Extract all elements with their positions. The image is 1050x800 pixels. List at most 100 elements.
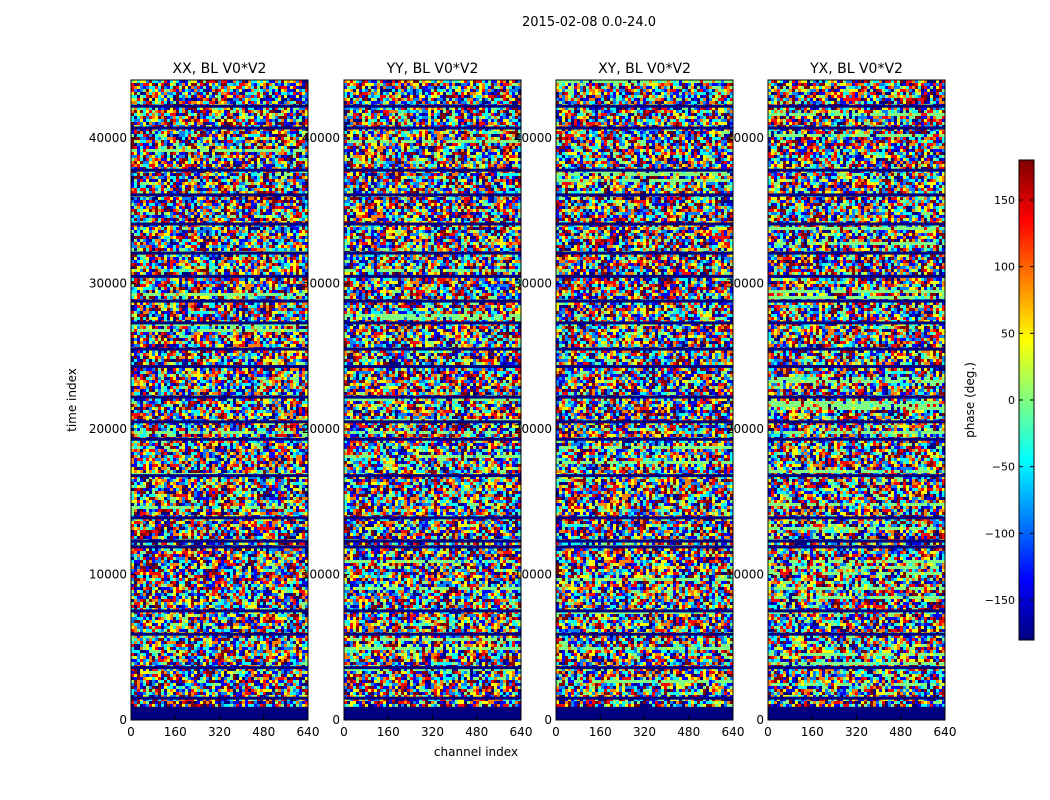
flagged-row	[768, 347, 945, 351]
flagged-row	[344, 539, 521, 543]
x-tick-label: 160	[164, 725, 187, 739]
flagged-row	[131, 168, 308, 172]
flagged-row	[768, 193, 945, 197]
y-tick-label: 10000	[89, 568, 127, 582]
flagged-row	[768, 274, 945, 278]
colorbar-tick-label: −100	[985, 527, 1015, 540]
flagged-row	[131, 251, 308, 255]
flagged-row	[131, 666, 308, 670]
flagged-row	[768, 420, 945, 424]
flagged-row	[768, 251, 945, 255]
flagged-row	[556, 632, 733, 636]
flagged-row	[344, 222, 521, 226]
flagged-row	[556, 321, 733, 325]
flagged-row	[344, 299, 521, 303]
flagged-row	[556, 365, 733, 369]
y-tick-label: 40000	[514, 131, 552, 145]
flagged-row	[768, 126, 945, 130]
flagged-row	[344, 193, 521, 197]
flagged-row	[344, 632, 521, 636]
flagged-row	[131, 545, 308, 549]
x-tick-label: 480	[252, 725, 275, 739]
y-tick-label: 10000	[726, 568, 764, 582]
flagged-row	[131, 632, 308, 636]
y-axis-label: time index	[65, 368, 79, 432]
x-tick-label: 480	[677, 725, 700, 739]
x-tick-label: 160	[801, 725, 824, 739]
x-tick-label: 160	[589, 725, 612, 739]
flagged-row	[344, 545, 521, 549]
flagged-row	[768, 545, 945, 549]
flagged-row	[768, 395, 945, 399]
flagged-row	[556, 274, 733, 278]
x-tick-label: 160	[377, 725, 400, 739]
y-tick-label: 40000	[726, 131, 764, 145]
flagged-row	[131, 609, 308, 613]
flagged-row	[344, 104, 521, 108]
flagged-block	[768, 708, 945, 720]
flagged-row	[344, 516, 521, 520]
flagged-row	[344, 365, 521, 369]
flagged-row	[556, 395, 733, 399]
y-tick-label: 0	[756, 713, 764, 727]
flagged-row	[556, 222, 733, 226]
phase-cells	[131, 80, 308, 720]
heatmap-panel-3: XY, BL V0*V2 0 160 320 480 640 0 10000 20000 3000…	[514, 61, 745, 739]
flagged-block	[131, 708, 308, 720]
flagged-row	[556, 193, 733, 197]
flagged-row	[768, 539, 945, 543]
flagged-row	[556, 420, 733, 424]
flagged-row	[768, 474, 945, 478]
x-axis-label: channel index	[434, 745, 518, 759]
flagged-row	[556, 168, 733, 172]
y-tick-label: 20000	[726, 422, 764, 436]
y-tick-label: 0	[119, 713, 127, 727]
flagged-row	[344, 666, 521, 670]
flagged-row	[131, 274, 308, 278]
flagged-row	[556, 545, 733, 549]
panel-title: YX, BL V0*V2	[809, 61, 903, 77]
flagged-row	[131, 437, 308, 441]
flagged-row	[556, 299, 733, 303]
figure-title: 2015-02-08 0.0-24.0	[522, 15, 656, 30]
y-tick-label: 30000	[89, 277, 127, 291]
phase-cells	[556, 80, 733, 720]
colorbar-tick-label: −50	[992, 461, 1015, 474]
panel-title: XY, BL V0*V2	[598, 61, 691, 77]
heatmap-panels: XX, BL V0*V2 0 160 320 480 640 0 10000 20000 3000…	[89, 61, 957, 739]
flagged-row	[344, 126, 521, 130]
x-tick-label: 320	[208, 725, 231, 739]
flagged-block	[344, 708, 521, 720]
flagged-row	[131, 126, 308, 130]
flagged-row	[768, 516, 945, 520]
flagged-row	[131, 104, 308, 108]
flagged-row	[556, 104, 733, 108]
flagged-row	[556, 126, 733, 130]
flagged-row	[131, 516, 308, 520]
phase-cells	[768, 80, 945, 720]
y-tick-label: 20000	[302, 422, 340, 436]
flagged-row	[768, 222, 945, 226]
flagged-row	[131, 299, 308, 303]
flagged-row	[768, 321, 945, 325]
flagged-row	[131, 474, 308, 478]
y-tick-label: 0	[544, 713, 552, 727]
flagged-row	[556, 696, 733, 700]
flagged-row	[556, 516, 733, 520]
flagged-row	[131, 395, 308, 399]
flagged-row	[344, 168, 521, 172]
flagged-row	[131, 347, 308, 351]
colorbar: −150 −100 −50 0 50 100 150	[985, 159, 1035, 641]
flagged-row	[131, 222, 308, 226]
flagged-row	[556, 539, 733, 543]
flagged-row	[344, 420, 521, 424]
colorbar-tick-label: 0	[1008, 394, 1015, 407]
flagged-row	[768, 168, 945, 172]
x-tick-label: 480	[465, 725, 488, 739]
panel-title: XX, BL V0*V2	[173, 61, 267, 77]
flagged-row	[556, 609, 733, 613]
x-tick-label: 480	[889, 725, 912, 739]
x-tick-label: 0	[552, 725, 560, 739]
y-tick-label: 30000	[726, 277, 764, 291]
flagged-row	[131, 539, 308, 543]
